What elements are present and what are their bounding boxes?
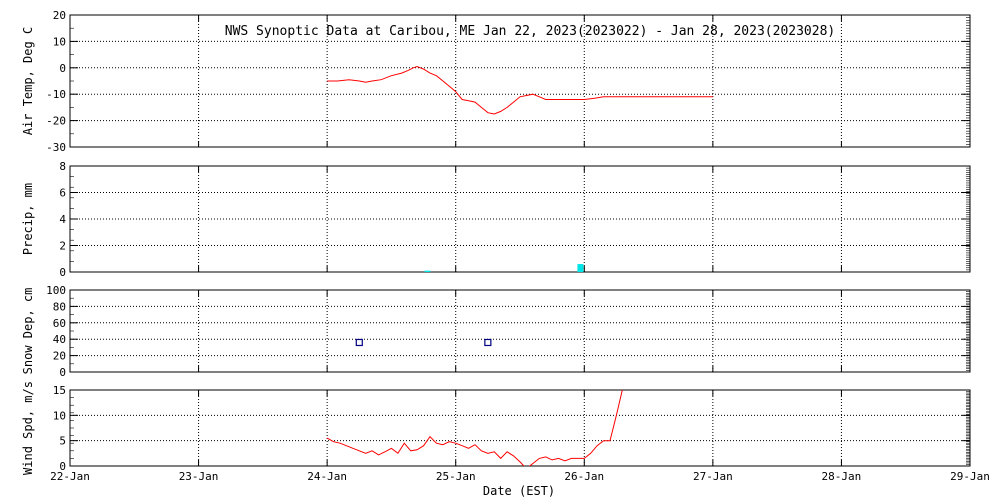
panel-frame: [69, 289, 971, 373]
y-tick-label: 60: [53, 317, 66, 330]
panel-data-precip: [424, 264, 584, 272]
x-tick-label: 23-Jan: [179, 470, 219, 483]
y-tick-label: 15: [53, 384, 66, 397]
panel-frame: [69, 14, 971, 148]
panel-wind-speed: 15 10 5 0 Wind Spd, m/s: [21, 381, 971, 475]
x-axis-label: Date (EST): [483, 484, 555, 498]
chart-title: NWS Synoptic Data at Caribou, ME Jan 22,…: [225, 24, 835, 39]
snow-depth-point: [355, 338, 363, 347]
x-tick-label: 22-Jan: [50, 470, 90, 483]
y-tick-label: -30: [46, 141, 66, 154]
snow-depth-point: [484, 338, 492, 347]
y-tick-label: 5: [59, 435, 66, 448]
panel-data-snow-depth: [355, 338, 492, 347]
panel-precip: 8 6 4 2 0 Precip, mm: [21, 160, 971, 279]
x-tick-label: 24-Jan: [307, 470, 347, 483]
y-tick-label: 0: [59, 366, 66, 379]
x-tick-label: 25-Jan: [436, 470, 476, 483]
precip-bar: [577, 264, 584, 272]
y-tick-label: 4: [59, 213, 66, 226]
y-tick-label: 10: [53, 35, 66, 48]
series-line: [327, 65, 713, 115]
y-axis-label: Precip, mm: [21, 183, 35, 255]
y-tick-label: -20: [46, 115, 66, 128]
y-tick-label: 10: [53, 409, 66, 422]
x-tick-label: 26-Jan: [564, 470, 604, 483]
y-axis-label: Air Temp, Deg C: [21, 27, 35, 135]
panel-data-wind-speed: [326, 390, 623, 466]
series-line: [326, 390, 623, 466]
y-tick-label: 2: [59, 240, 66, 253]
precip-bar: [424, 270, 431, 272]
y-tick-label: 80: [53, 300, 66, 313]
y-axis-label: Snow Dep, cm: [21, 288, 35, 375]
panel-frame: [69, 165, 971, 273]
y-tick-label: 20: [53, 9, 66, 22]
x-tick-label: 28-Jan: [822, 470, 862, 483]
y-tick-label: 100: [46, 284, 66, 297]
x-tick-label: 29-Jan: [950, 470, 990, 483]
y-tick-label: 6: [59, 187, 66, 200]
y-tick-label: 40: [53, 333, 66, 346]
panel-frame: [69, 389, 971, 467]
y-tick-label: 0: [59, 460, 66, 473]
y-tick-label: -10: [46, 88, 66, 101]
y-tick-label: 0: [59, 266, 66, 279]
y-tick-label: 8: [59, 160, 66, 173]
y-tick-label: 20: [53, 350, 66, 363]
panel-data-air-temp: [327, 65, 713, 115]
y-tick-label: 0: [59, 62, 66, 75]
panel-snow-depth: 100 80 60 40 20 0 Snow Dep, cm: [21, 284, 971, 379]
panel-air-temp: 20 10 0 -10 -20 -30 Air Temp, Deg C: [21, 9, 971, 154]
x-tick-label: 27-Jan: [693, 470, 733, 483]
y-axis-label: Wind Spd, m/s: [21, 381, 35, 475]
